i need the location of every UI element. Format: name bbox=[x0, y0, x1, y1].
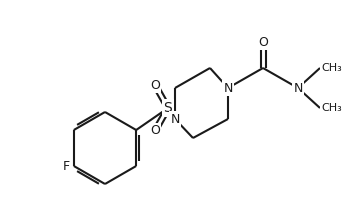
Text: O: O bbox=[258, 36, 268, 48]
Text: N: N bbox=[223, 82, 233, 94]
Text: N: N bbox=[170, 112, 180, 126]
Text: O: O bbox=[150, 124, 160, 138]
Text: F: F bbox=[62, 160, 69, 174]
Text: CH₃: CH₃ bbox=[321, 103, 342, 113]
Text: CH₃: CH₃ bbox=[321, 63, 342, 73]
Text: N: N bbox=[293, 82, 303, 94]
Text: S: S bbox=[164, 101, 172, 115]
Text: O: O bbox=[150, 78, 160, 92]
